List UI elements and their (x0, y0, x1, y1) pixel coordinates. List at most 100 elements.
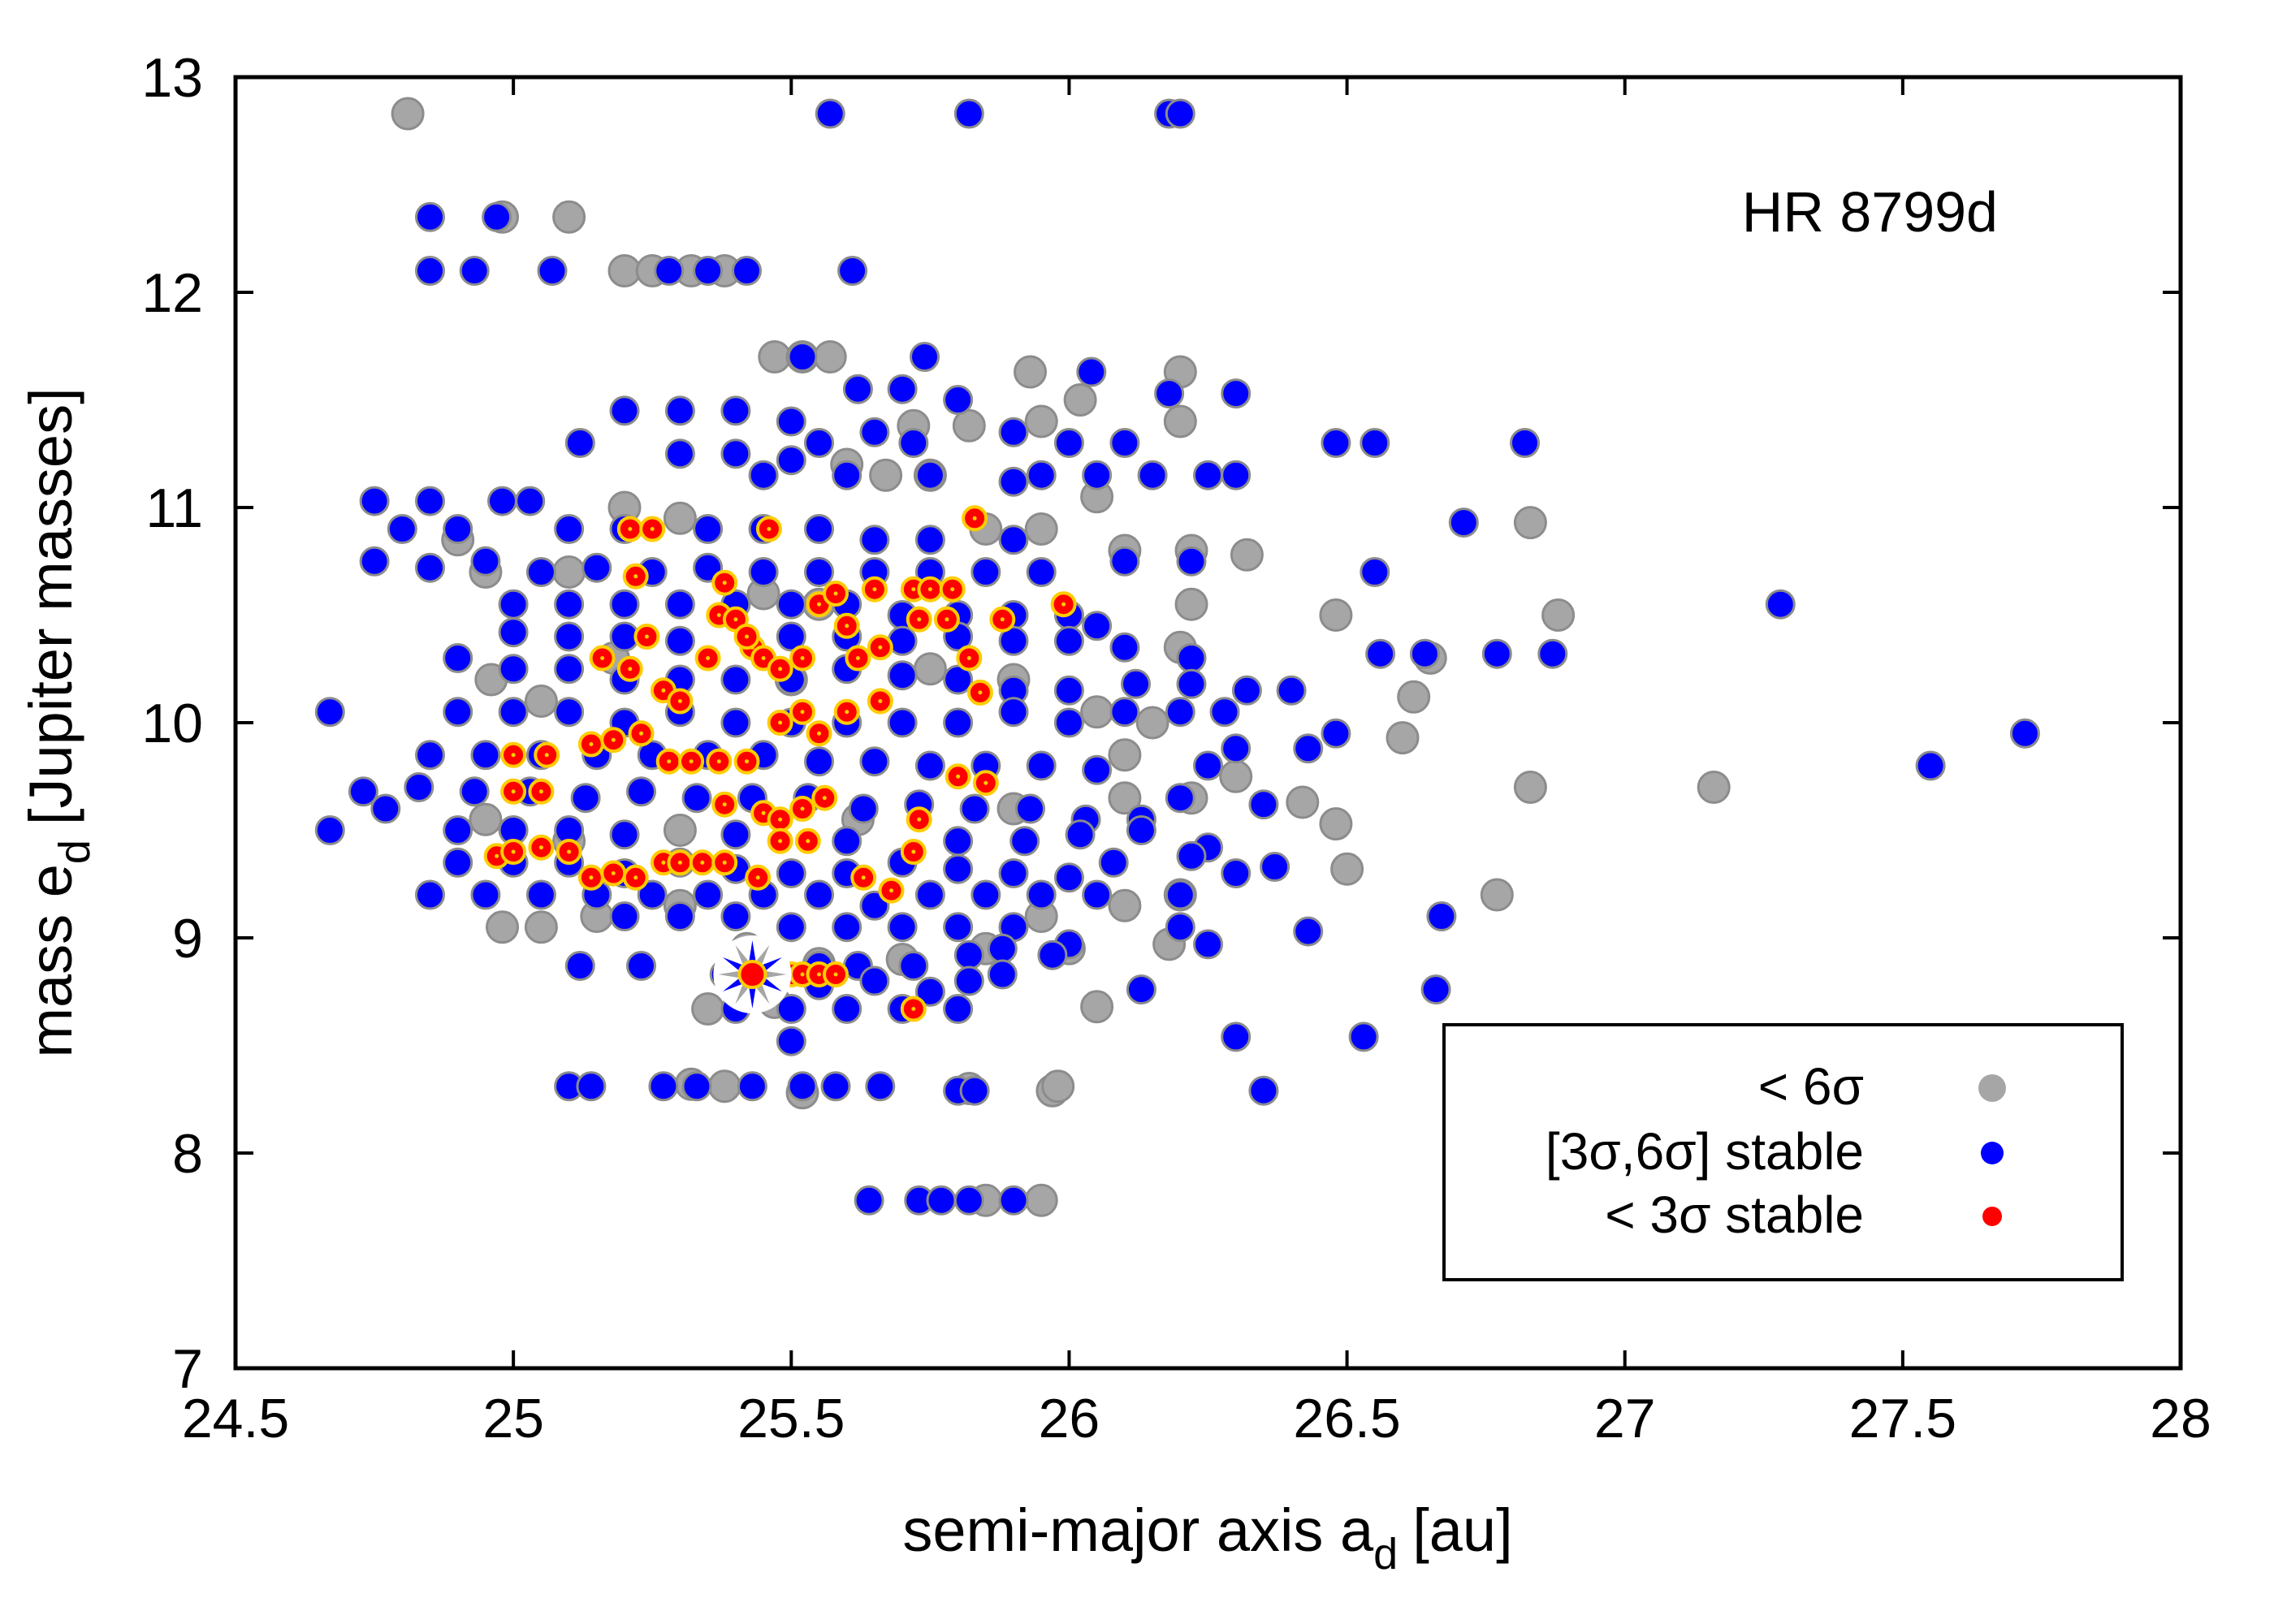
y-axis-label: mass ed [Jupiter masses] (17, 387, 99, 1057)
best-fit-ray (718, 971, 738, 978)
point-6sigma (1397, 680, 1431, 714)
point-3-6sigma-stable (1248, 789, 1279, 820)
x-axis-label-unit: [au] (1412, 1497, 1512, 1564)
point-3-6sigma-stable (482, 201, 512, 232)
point-3-6sigma-stable (998, 525, 1029, 555)
point-3-6sigma-stable (971, 879, 1001, 910)
point-3-6sigma-stable (459, 256, 490, 286)
best-fit-ray (723, 957, 742, 970)
point-3-6sigma-stable (1409, 638, 1440, 669)
point-6sigma (1135, 706, 1169, 740)
point-3-6sigma-stable (1448, 508, 1479, 538)
point-3-6sigma-stable (1481, 638, 1512, 669)
y-tick-label: 9 (172, 908, 203, 970)
point-3-6sigma-stable (348, 776, 378, 807)
point-3sigma-center (633, 574, 638, 579)
x-tick-label: 26.5 (1293, 1388, 1400, 1449)
point-3-6sigma-stable (720, 395, 751, 426)
point-3-6sigma-stable (887, 374, 918, 404)
point-3-6sigma-stable (515, 486, 546, 516)
point-3sigma-center (889, 888, 893, 893)
point-3-6sigma-stable (737, 1071, 767, 1102)
point-3-6sigma-stable (609, 395, 640, 426)
point-3-6sigma-stable (554, 697, 585, 728)
point-3sigma-center (872, 587, 877, 592)
point-3sigma-center (878, 699, 883, 703)
point-3-6sigma-stable (1193, 460, 1223, 490)
point-6sigma (1080, 990, 1114, 1024)
point-3sigma-center (800, 656, 805, 660)
point-3-6sigma-stable (1165, 879, 1195, 910)
best-fit-ray (767, 971, 787, 978)
point-3-6sigma-stable (1276, 675, 1307, 706)
point-3-6sigma-stable (865, 1071, 896, 1102)
point-3-6sigma-stable (832, 826, 862, 857)
point-3-6sigma-stable (626, 776, 656, 807)
point-3-6sigma-stable (732, 256, 762, 286)
point-3-6sigma-stable (859, 965, 890, 996)
point-3-6sigma-stable (1765, 589, 1796, 620)
point-3-6sigma-stable (1221, 858, 1252, 888)
point-3-6sigma-stable (1053, 862, 1084, 893)
point-3-6sigma-stable (998, 417, 1029, 447)
y-tick-label: 7 (172, 1338, 203, 1400)
point-6sigma (952, 408, 986, 443)
point-3-6sigma-stable (415, 201, 445, 232)
point-3sigma-center (833, 591, 838, 596)
best-fit-ray (763, 957, 782, 970)
point-3sigma-center (628, 667, 633, 672)
point-3-6sigma-stable (1221, 1021, 1252, 1052)
point-6sigma (663, 814, 697, 847)
point-3-6sigma-stable (832, 994, 862, 1024)
point-3sigma-center (755, 875, 760, 880)
point-3sigma-center (722, 860, 727, 865)
x-axis-label-main: semi-major axis a (902, 1497, 1374, 1564)
point-3-6sigma-stable (1053, 707, 1084, 738)
point-3sigma-center (661, 860, 666, 865)
point-3-6sigma-stable (914, 750, 945, 781)
point-3sigma-center (600, 656, 605, 660)
point-3sigma-center (544, 753, 549, 758)
point-6sigma (1286, 785, 1320, 819)
point-3-6sigma-stable (387, 514, 417, 544)
point-3sigma-center (733, 617, 738, 622)
point-3-6sigma-stable (914, 879, 945, 910)
legend-marker-3-6sigma (1981, 1142, 2004, 1164)
x-tick-label: 25 (482, 1388, 544, 1449)
point-3-6sigma-stable (1165, 783, 1195, 814)
x-axis-label: semi-major axis ad [au] (902, 1497, 1512, 1579)
point-3-6sigma-stable (926, 1185, 957, 1216)
point-3sigma-center (722, 802, 727, 807)
point-3-6sigma-stable (804, 514, 834, 544)
point-3sigma-center (589, 875, 594, 880)
point-3sigma-center (817, 731, 821, 736)
point-3-6sigma-stable (898, 428, 929, 458)
point-3-6sigma-stable (564, 951, 595, 981)
point-3-6sigma-stable (415, 740, 445, 771)
point-6sigma (1163, 404, 1197, 438)
point-3-6sigma-stable (443, 815, 473, 845)
axis-ticks: 24.5 25 25.5 26 26.5 27 27.5 28 7 8 9 10 11 12 13 (141, 47, 2211, 1449)
point-3-6sigma-stable (842, 374, 873, 404)
point-3-6sigma-stable (570, 783, 601, 814)
point-3sigma-center (800, 972, 805, 977)
point-3sigma-center (538, 845, 543, 850)
point-3sigma-center (633, 875, 638, 880)
point-3sigma-center (778, 667, 783, 672)
best-fit-ray (749, 940, 756, 961)
point-3sigma-center (767, 527, 772, 531)
point-6sigma (1108, 781, 1142, 815)
point-3-6sigma-stable (832, 912, 862, 943)
point-3-6sigma-stable (609, 901, 640, 931)
point-3sigma-center (978, 690, 983, 695)
point-3-6sigma-stable (693, 514, 724, 544)
point-3sigma-center (722, 581, 727, 585)
point-3-6sigma-stable (1065, 819, 1096, 850)
point-3-6sigma-stable (748, 460, 779, 490)
point-3sigma-center (911, 587, 916, 592)
point-3-6sigma-stable (359, 486, 390, 516)
point-3-6sigma-stable (943, 826, 974, 857)
y-tick-label: 13 (141, 47, 203, 109)
point-3-6sigma-stable (554, 589, 585, 620)
point-3-6sigma-stable (804, 557, 834, 587)
